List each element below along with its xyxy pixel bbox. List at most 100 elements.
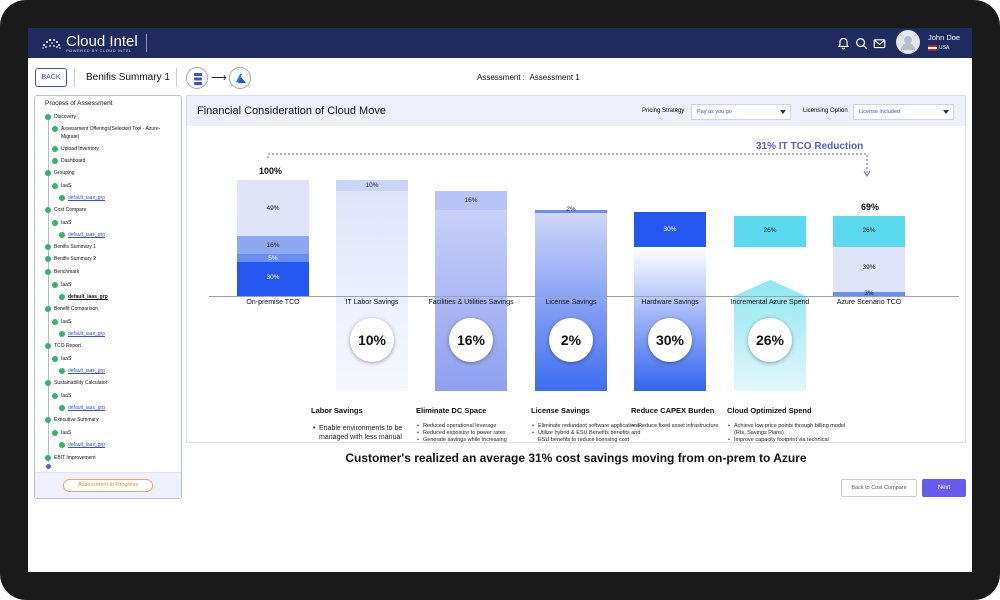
bar-azure-26 [833, 216, 905, 247]
benefit-point: Reduce fixed asset infrastructure [632, 423, 722, 430]
assessment-value: Assessment 1 [529, 73, 580, 82]
arrow-head [863, 170, 871, 177]
bar-it-labor [336, 180, 408, 191]
check-icon [45, 114, 51, 120]
onprem-value-5: 5% [268, 255, 278, 262]
category-label: Hardware Savings [641, 299, 699, 306]
savings-circle: 16% [449, 318, 493, 362]
hardware-value: 30% [663, 226, 677, 233]
mail-icon[interactable] [873, 37, 886, 50]
header-divider [146, 34, 147, 52]
category-label: On-premise TCO [246, 299, 300, 306]
onprem-value-16: 16% [266, 242, 280, 249]
check-icon [45, 269, 51, 275]
bar-onprem-49 [237, 180, 309, 236]
sidebar-footer: Assessment In-Progress [35, 472, 181, 498]
licensing-option-label: Licensing Option [803, 108, 848, 114]
azure-value-39: 39% [862, 264, 876, 271]
pricing-strategy-value: Pay as you go [697, 109, 732, 115]
category-label: Azure Scenario TCO [836, 299, 902, 306]
next-button[interactable]: Next [922, 479, 966, 497]
bar-onprem-30 [237, 262, 309, 296]
check-icon [45, 170, 51, 176]
check-icon [59, 195, 65, 201]
back-button[interactable]: BACK [35, 68, 67, 87]
benefit-point: Eliminate redundant software application… [532, 423, 642, 430]
check-icon [52, 146, 58, 152]
savings-circle: 26% [748, 318, 792, 362]
tco-reduction-arrow [267, 153, 868, 174]
bar-hardware [634, 212, 706, 247]
divider [176, 68, 177, 87]
panel-header: Financial Consideration of Cloud Move Pr… [187, 96, 965, 126]
azure-icon [229, 67, 251, 89]
timeline-end-dot [46, 464, 51, 469]
licensing-option-value: License included [859, 109, 900, 115]
benefit-point: Reduced exposure to power rates [417, 430, 525, 437]
search-icon[interactable] [855, 37, 868, 50]
licensing-option-select[interactable]: License included [853, 104, 954, 120]
benefit-point: Utilize hybrid & ESU Benefits benefits a… [532, 430, 642, 444]
chevron-down-icon [943, 110, 949, 114]
category-label: Facilities & Utilities Savings [428, 299, 514, 306]
check-icon [59, 331, 65, 337]
onprem-value-49: 49% [266, 205, 280, 212]
category-label: Incremental Azure Spend [730, 299, 810, 306]
arrow-right-icon: ⟶ [211, 72, 227, 84]
panel-title: Financial Consideration of Cloud Move [197, 105, 386, 117]
benefit-point: Achieve low price points through billing… [728, 423, 848, 437]
bell-icon[interactable] [837, 37, 850, 50]
check-icon [45, 207, 51, 213]
benefit-title: Eliminate DC Space [416, 406, 487, 415]
chart-baseline [209, 296, 959, 297]
process-sidebar: Process of Assessment Discovery Assessme… [34, 95, 182, 499]
check-icon [45, 380, 51, 386]
benefit-list: Reduce fixed asset infrastructure [632, 423, 722, 430]
category-label: License Savings [545, 299, 597, 306]
check-icon [52, 356, 58, 362]
benefit-title: Reduce CAPEX Burden [631, 406, 715, 415]
flag-icon [928, 45, 937, 51]
it-labor-value: 10% [365, 182, 379, 189]
savings-circle: 10% [350, 318, 394, 362]
bar-azure-3 [833, 292, 905, 296]
check-icon [52, 158, 58, 164]
azure-value-3: 3% [864, 290, 874, 297]
onprem-value-30: 30% [266, 274, 280, 281]
check-icon [52, 393, 58, 399]
savings-circle: 30% [648, 318, 692, 362]
pricing-strategy-label: Pricing Strategy [642, 108, 685, 114]
user-name: John Doe [928, 33, 961, 42]
azure-value-26: 26% [862, 227, 876, 234]
check-icon [45, 244, 51, 250]
check-icon [52, 126, 58, 132]
pricing-strategy-select[interactable]: Pay as you go [691, 104, 791, 120]
assessment-key: Assessment : [477, 73, 526, 82]
avatar[interactable] [896, 30, 920, 54]
license-value: 2% [566, 206, 576, 213]
check-icon [52, 183, 58, 189]
check-icon [52, 282, 58, 288]
check-icon [45, 306, 51, 312]
divider [74, 68, 75, 87]
cloud-logo-icon [42, 38, 61, 49]
check-icon [45, 343, 51, 349]
app-header: Cloud Intel POWERED BY CLOUD INTEL John … [28, 28, 972, 58]
end-total-label: 69% [861, 202, 880, 212]
check-icon [45, 455, 51, 461]
check-icon [45, 417, 51, 423]
check-icon [45, 256, 51, 262]
back-to-cost-compare-button[interactable]: Back to Cost Compare [841, 479, 917, 497]
chevron-down-icon [780, 110, 786, 114]
tco-reduction-label: 31% IT TCO Reduction [756, 141, 864, 152]
check-icon [59, 442, 65, 448]
bar-license [535, 210, 607, 213]
benefit-title: Labor Savings [311, 406, 363, 415]
app-tagline: POWERED BY CLOUD INTEL [66, 48, 132, 53]
check-icon [52, 319, 58, 325]
bar-onprem-5 [237, 254, 309, 262]
check-icon [59, 368, 65, 374]
category-label: IT Labor Savings [345, 299, 399, 306]
summary-text: Customer's realized an average 31% cost … [345, 451, 807, 465]
bar-azure-39 [833, 247, 905, 292]
